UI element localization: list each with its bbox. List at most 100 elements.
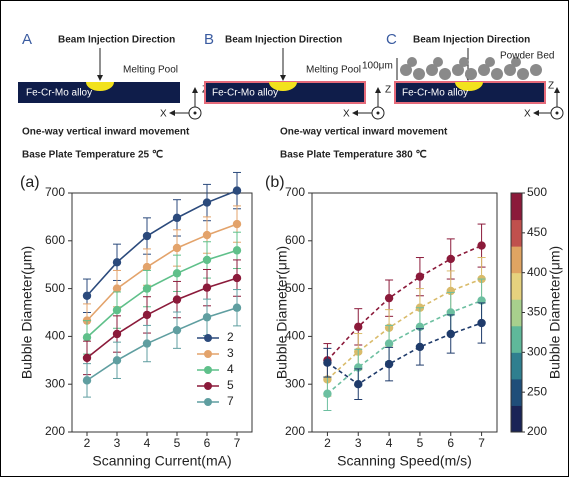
point	[82, 376, 92, 385]
y-axis-title: Bubble Diameter(μm)	[19, 246, 35, 379]
point	[172, 295, 182, 304]
axes-icon	[352, 87, 385, 120]
x-tick-label: 4	[144, 436, 151, 450]
point	[82, 333, 92, 342]
panel-letter: A	[22, 31, 32, 48]
x-label: X	[343, 109, 350, 120]
point	[415, 272, 425, 281]
x-tick-label: 6	[447, 436, 454, 450]
point	[384, 339, 394, 348]
x-tick-label: 5	[417, 436, 424, 450]
x-tick-label: 3	[114, 436, 121, 450]
point	[232, 186, 242, 195]
melt-pool	[269, 82, 297, 91]
y-tick-label: 300	[45, 376, 65, 390]
plate	[18, 82, 180, 103]
legend-label: 7	[227, 394, 234, 408]
point	[202, 198, 212, 207]
y-tick-label: 600	[285, 233, 305, 247]
legend-marker	[204, 350, 212, 358]
point	[172, 243, 182, 253]
axes-icon	[533, 87, 564, 120]
x-label: X	[160, 109, 167, 120]
y-tick-label: 400	[45, 329, 65, 343]
y-tick-label: 600	[45, 233, 65, 247]
material-label: Fe-Cr-Mo alloy	[402, 88, 468, 99]
z-label: Z	[385, 85, 391, 96]
thickness-label: 100μm	[362, 61, 393, 72]
legend-marker	[204, 366, 212, 374]
colorbar-band	[511, 299, 522, 327]
point	[202, 230, 212, 240]
point	[202, 283, 212, 292]
point	[142, 310, 152, 320]
beam-label: Beam Injection Direction	[413, 35, 530, 46]
point	[446, 329, 455, 339]
series-line	[86, 277, 238, 359]
point	[232, 273, 242, 283]
pool-label: Melting Pool	[306, 65, 361, 76]
legend-marker	[204, 334, 212, 342]
point	[415, 342, 425, 352]
colorbar-band	[511, 352, 522, 380]
movement-note: One-way vertical inward movement	[280, 127, 448, 138]
point	[446, 254, 455, 264]
series-line	[326, 299, 482, 395]
point	[112, 329, 122, 339]
material-label: Fe-Cr-Mo alloy	[26, 88, 92, 99]
series-line	[326, 278, 482, 381]
y-tick-label: 700	[285, 185, 305, 199]
point	[172, 213, 182, 223]
x-tick-label: 3	[355, 436, 362, 450]
colorbar-band	[511, 378, 522, 406]
y-tick-label: 200	[45, 424, 65, 438]
melt-pool	[455, 82, 483, 91]
colorbar-tick-label: 400	[527, 265, 547, 279]
colorbar-band	[511, 193, 522, 221]
colorbar-tick-label: 250	[527, 384, 547, 398]
legend-marker	[204, 382, 212, 390]
series-line	[326, 244, 482, 361]
legend-label: 5	[227, 378, 234, 392]
y-tick-label: 200	[285, 424, 305, 438]
plot-frame	[311, 192, 498, 433]
panel-letter: B	[204, 31, 214, 48]
series-line	[86, 306, 238, 382]
colorbar-tick-label: 500	[527, 185, 547, 199]
point	[142, 231, 152, 241]
axes-icon	[169, 87, 202, 120]
material-label: Fe-Cr-Mo alloy	[212, 88, 278, 99]
colorbar-band	[511, 246, 522, 274]
colorbar-tick-label: 450	[527, 225, 547, 239]
panel-label: (b)	[265, 174, 285, 191]
x-axis-title: Scanning Speed(m/s)	[337, 453, 472, 469]
legend-label: 2	[227, 330, 234, 344]
colorbar-tick-label: 200	[527, 424, 547, 438]
colorbar-band	[511, 405, 522, 433]
point	[477, 318, 486, 328]
point	[142, 339, 152, 348]
legend-label: 3	[227, 346, 234, 360]
x-tick-label: 6	[204, 436, 211, 450]
panel-label: (a)	[20, 174, 40, 191]
colorbar-title: Bubble Diameter(μm)	[547, 246, 563, 379]
x-tick-label: 5	[174, 436, 181, 450]
plot-frame	[71, 192, 253, 433]
point	[112, 258, 122, 267]
point	[232, 219, 242, 229]
x-axis-title: Scanning Current(mA)	[92, 453, 231, 469]
point	[172, 325, 182, 335]
x-label: X	[524, 109, 531, 120]
x-tick-label: 4	[386, 436, 393, 450]
x-tick-label: 7	[234, 436, 241, 450]
y-tick-label: 500	[45, 281, 65, 295]
beam-label: Beam Injection Direction	[225, 35, 342, 46]
series-line	[86, 189, 238, 297]
y-tick-label: 300	[285, 376, 305, 390]
point	[112, 305, 122, 315]
point	[112, 356, 122, 365]
legend-label: 4	[227, 362, 234, 376]
point	[142, 262, 152, 272]
colorbar-band	[511, 272, 522, 300]
panel-letter: C	[386, 31, 397, 48]
